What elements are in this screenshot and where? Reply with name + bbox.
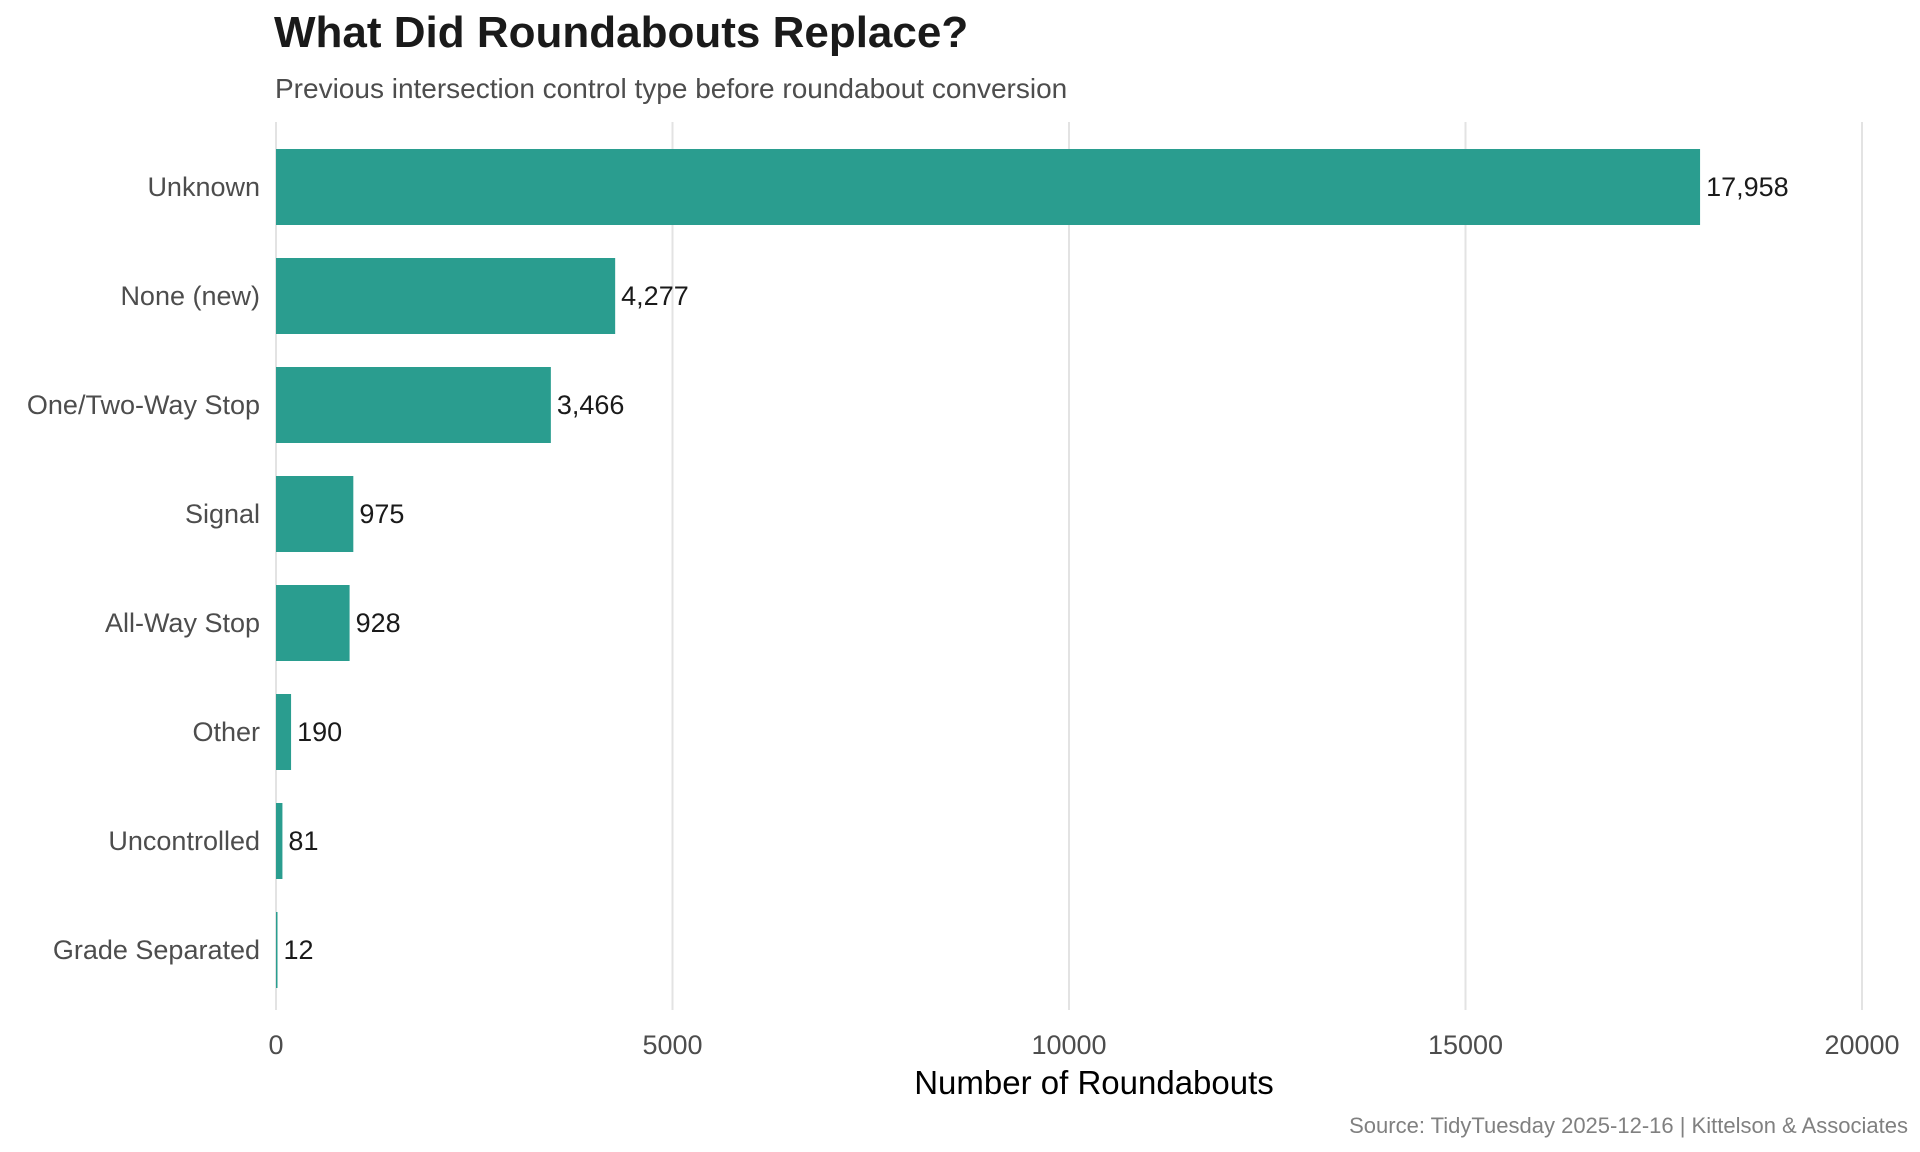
category-label-7: Grade Separated: [53, 935, 260, 965]
bar-7: [276, 912, 278, 988]
category-label-5: Other: [192, 717, 260, 747]
bar-0: [276, 149, 1701, 225]
value-label-2: 3,466: [557, 390, 625, 420]
value-label-0: 17,958: [1706, 172, 1789, 202]
bar-1: [276, 258, 616, 334]
gridlines: [275, 122, 1863, 1010]
category-label-0: Unknown: [147, 172, 260, 202]
value-label-3: 975: [359, 499, 404, 529]
category-label-3: Signal: [185, 499, 260, 529]
category-label-6: Uncontrolled: [108, 826, 260, 856]
bars: [276, 149, 1701, 988]
value-label-6: 81: [288, 826, 318, 856]
x-axis-title: Number of Roundabouts: [914, 1064, 1274, 1101]
x-tick-label-2: 10000: [1031, 1030, 1106, 1060]
x-axis-ticks: 0 5000 10000 15000 20000: [268, 1030, 1899, 1060]
bar-6: [276, 803, 283, 879]
value-label-1: 4,277: [621, 281, 689, 311]
bar-4: [276, 585, 350, 661]
value-label-4: 928: [356, 608, 401, 638]
x-tick-label-1: 5000: [642, 1030, 702, 1060]
category-label-1: None (new): [120, 281, 260, 311]
category-label-2: One/Two-Way Stop: [27, 390, 260, 420]
bar-3: [276, 476, 354, 552]
value-labels: 17,958 4,277 3,466 975 928 190 81 12: [284, 172, 1789, 965]
chart-title: What Did Roundabouts Replace?: [274, 8, 969, 57]
value-label-7: 12: [284, 935, 314, 965]
bar-2: [276, 367, 551, 443]
category-label-4: All-Way Stop: [105, 608, 260, 638]
bar-5: [276, 694, 292, 770]
x-tick-label-0: 0: [268, 1030, 283, 1060]
value-label-5: 190: [297, 717, 342, 747]
x-tick-label-4: 20000: [1824, 1030, 1899, 1060]
x-tick-label-3: 15000: [1428, 1030, 1503, 1060]
chart-caption: Source: TidyTuesday 2025-12-16 | Kittels…: [1349, 1113, 1908, 1138]
chart-subtitle: Previous intersection control type befor…: [275, 73, 1068, 104]
category-labels: Unknown None (new) One/Two-Way Stop Signal A…: [27, 172, 260, 965]
